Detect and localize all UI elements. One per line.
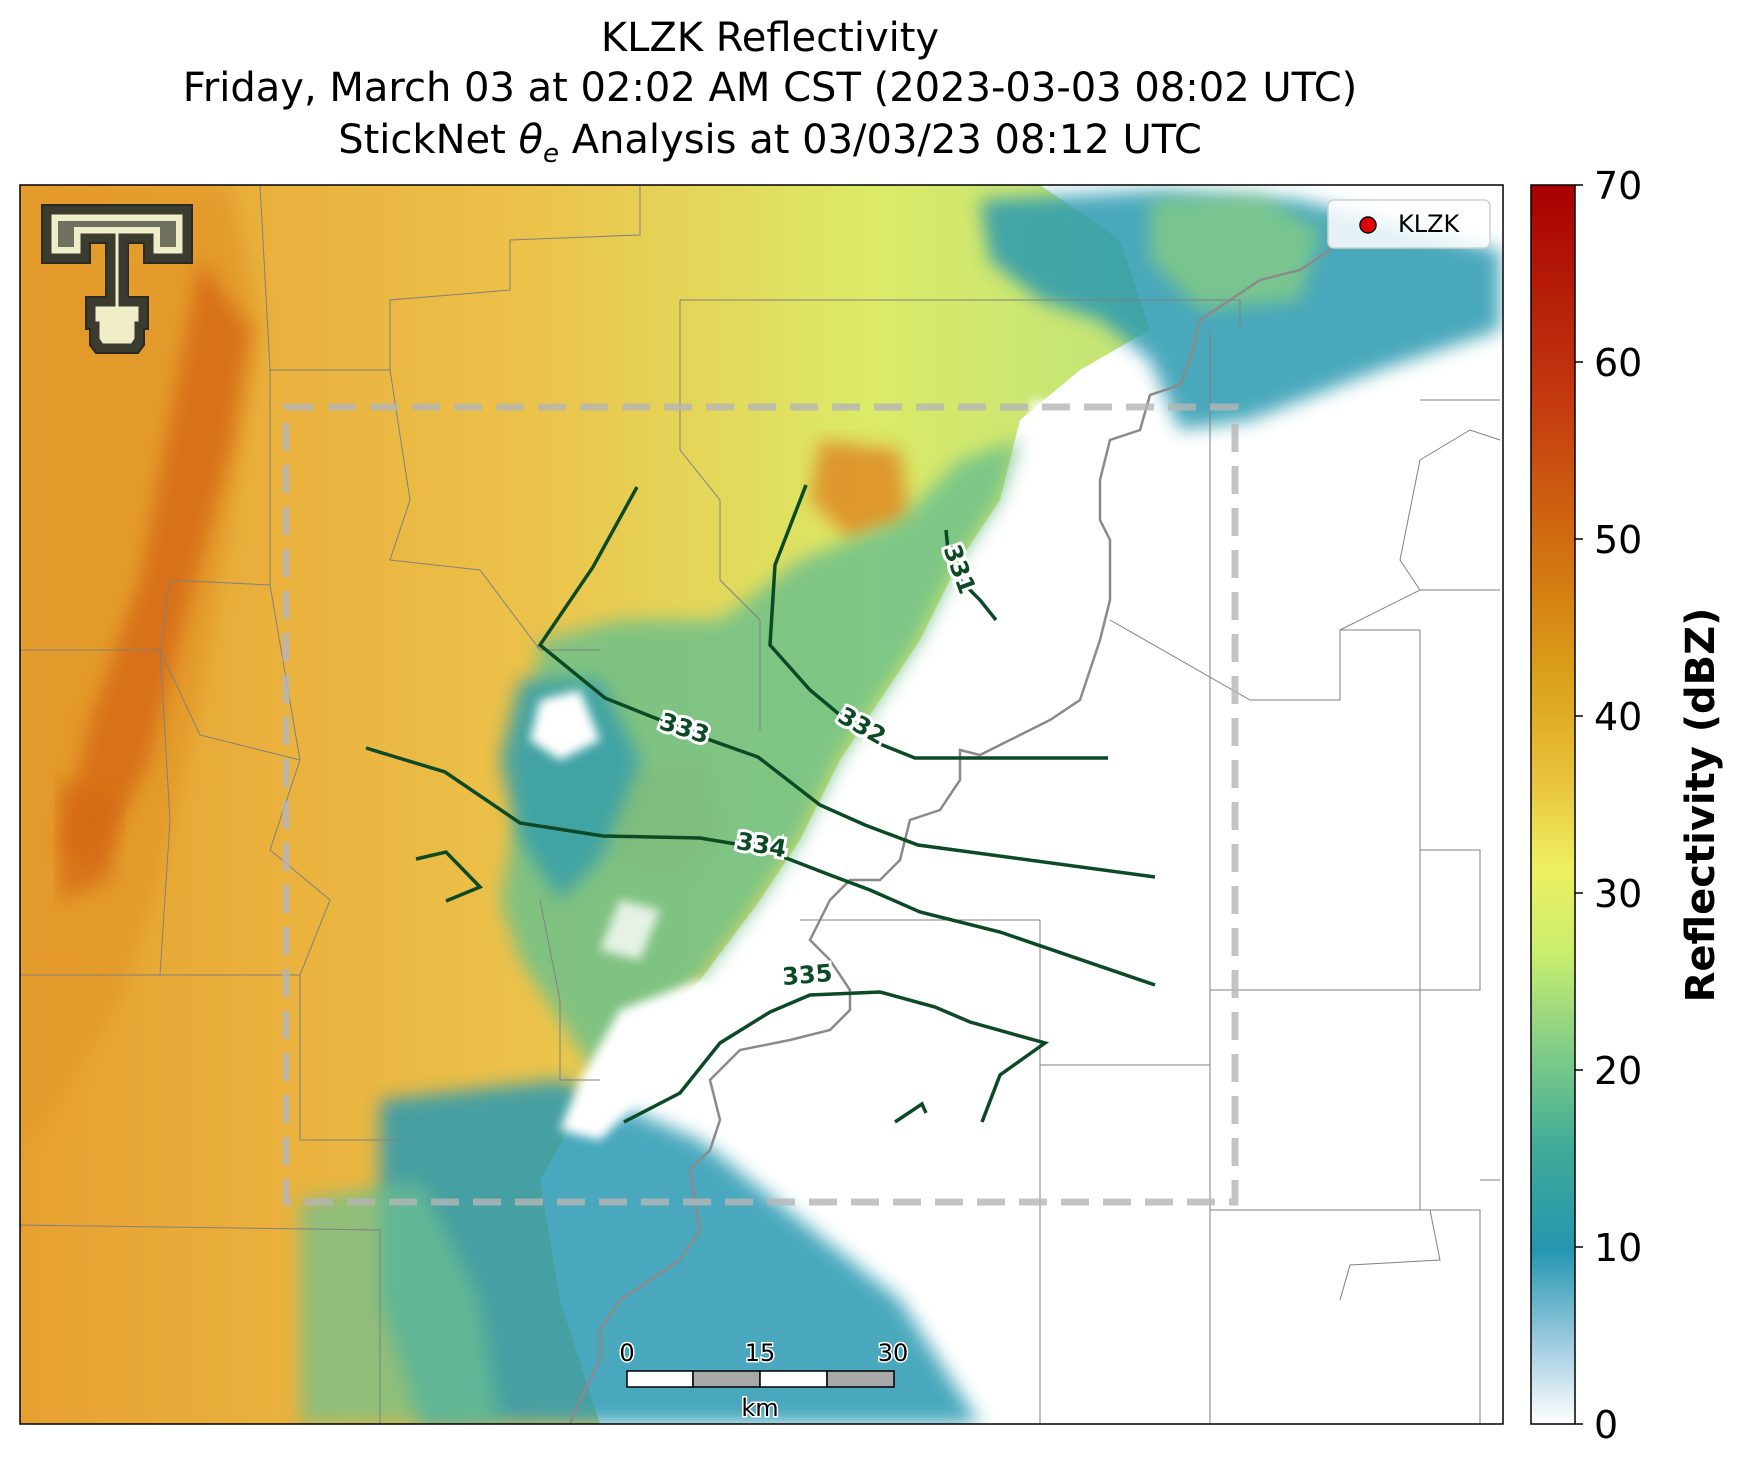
colorbar-tick-label: 70 xyxy=(1594,164,1642,208)
theta-e-contours xyxy=(365,484,1156,1124)
colorbar: 70 60 50 40 30 20 10 0 Reflectivity (dBZ… xyxy=(1530,164,1724,1447)
colorbar-tick-label: 60 xyxy=(1594,341,1642,385)
title-line-3: StickNet θe Analysis at 03/03/23 08:12 U… xyxy=(338,117,1202,169)
theta-symbol: θ xyxy=(518,117,543,163)
colorbar-label: Reflectivity (dBZ) xyxy=(1678,608,1724,1003)
map-frame xyxy=(19,184,1504,1425)
county-boundaries xyxy=(20,185,1501,1424)
colorbar-tick-label: 40 xyxy=(1594,695,1642,739)
title-line-2: Friday, March 03 at 02:02 AM CST (2023-0… xyxy=(182,65,1358,111)
colorbar-tick-label: 20 xyxy=(1594,1049,1642,1093)
colorbar-tick-label: 0 xyxy=(1594,1403,1618,1447)
title-line-1: KLZK Reflectivity xyxy=(600,15,940,61)
contour-335 xyxy=(623,990,1050,1124)
analysis-domain-box xyxy=(282,403,1239,1206)
klzk-marker-icon xyxy=(1359,216,1377,234)
contour-331 xyxy=(944,529,998,622)
contour-334 xyxy=(365,746,1156,987)
contour-333 xyxy=(537,486,1156,879)
colorbar-tick-label: 10 xyxy=(1594,1226,1642,1270)
scale-bar: 0 15 30 km xyxy=(618,1338,910,1424)
legend: KLZK xyxy=(1327,199,1491,249)
contour-fragment-1 xyxy=(415,850,484,903)
legend-label: KLZK xyxy=(1398,210,1461,238)
texas-tech-logo-icon xyxy=(41,204,193,354)
contour-fragment-2 xyxy=(894,1101,928,1124)
scale-tick-label: 15 xyxy=(745,1339,776,1367)
contour-332 xyxy=(768,484,1108,760)
scale-unit-label: km xyxy=(741,1394,778,1422)
colorbar-tick-label: 50 xyxy=(1594,518,1642,562)
contour-label: 335 xyxy=(781,959,833,991)
map-area: 331 332 333 334 335 0 15 30 km xyxy=(20,185,1503,1424)
colorbar-tick-label: 30 xyxy=(1594,872,1642,916)
scale-tick-label: 0 xyxy=(619,1339,634,1367)
scale-tick-label: 30 xyxy=(878,1339,909,1367)
